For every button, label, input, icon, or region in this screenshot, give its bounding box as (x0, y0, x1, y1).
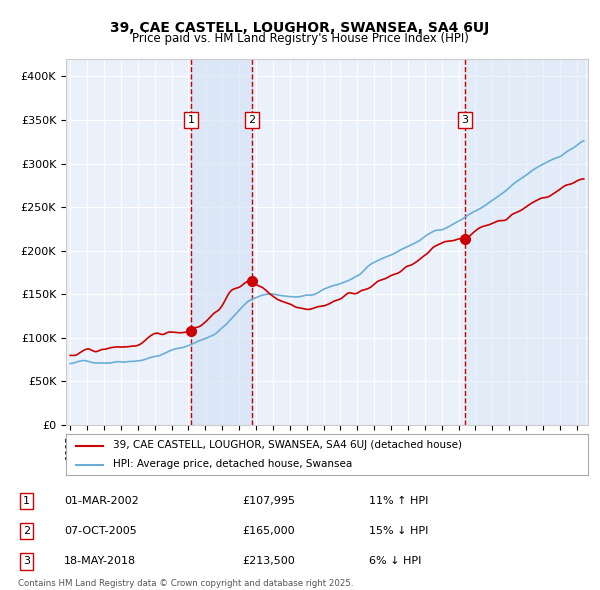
Text: Contains HM Land Registry data © Crown copyright and database right 2025.
This d: Contains HM Land Registry data © Crown c… (18, 579, 353, 590)
Text: 39, CAE CASTELL, LOUGHOR, SWANSEA, SA4 6UJ (detached house): 39, CAE CASTELL, LOUGHOR, SWANSEA, SA4 6… (113, 440, 462, 450)
Text: 39, CAE CASTELL, LOUGHOR, SWANSEA, SA4 6UJ: 39, CAE CASTELL, LOUGHOR, SWANSEA, SA4 6… (110, 21, 490, 35)
Text: 15% ↓ HPI: 15% ↓ HPI (369, 526, 428, 536)
Text: 3: 3 (461, 115, 469, 125)
Text: HPI: Average price, detached house, Swansea: HPI: Average price, detached house, Swan… (113, 459, 352, 469)
Text: 2: 2 (248, 115, 256, 125)
Bar (465, 59, 584, 425)
Text: £213,500: £213,500 (242, 556, 295, 566)
Text: 11% ↑ HPI: 11% ↑ HPI (369, 496, 428, 506)
Text: 3: 3 (23, 556, 30, 566)
Text: 1: 1 (23, 496, 30, 506)
Text: £165,000: £165,000 (242, 526, 295, 536)
Text: Price paid vs. HM Land Registry's House Price Index (HPI): Price paid vs. HM Land Registry's House … (131, 32, 469, 45)
Text: 18-MAY-2018: 18-MAY-2018 (64, 556, 136, 566)
Text: 1: 1 (188, 115, 194, 125)
Text: 07-OCT-2005: 07-OCT-2005 (64, 526, 137, 536)
Text: 2: 2 (23, 526, 30, 536)
Text: 6% ↓ HPI: 6% ↓ HPI (369, 556, 421, 566)
Text: 01-MAR-2002: 01-MAR-2002 (64, 496, 139, 506)
Bar (191, 59, 252, 425)
Text: £107,995: £107,995 (242, 496, 295, 506)
